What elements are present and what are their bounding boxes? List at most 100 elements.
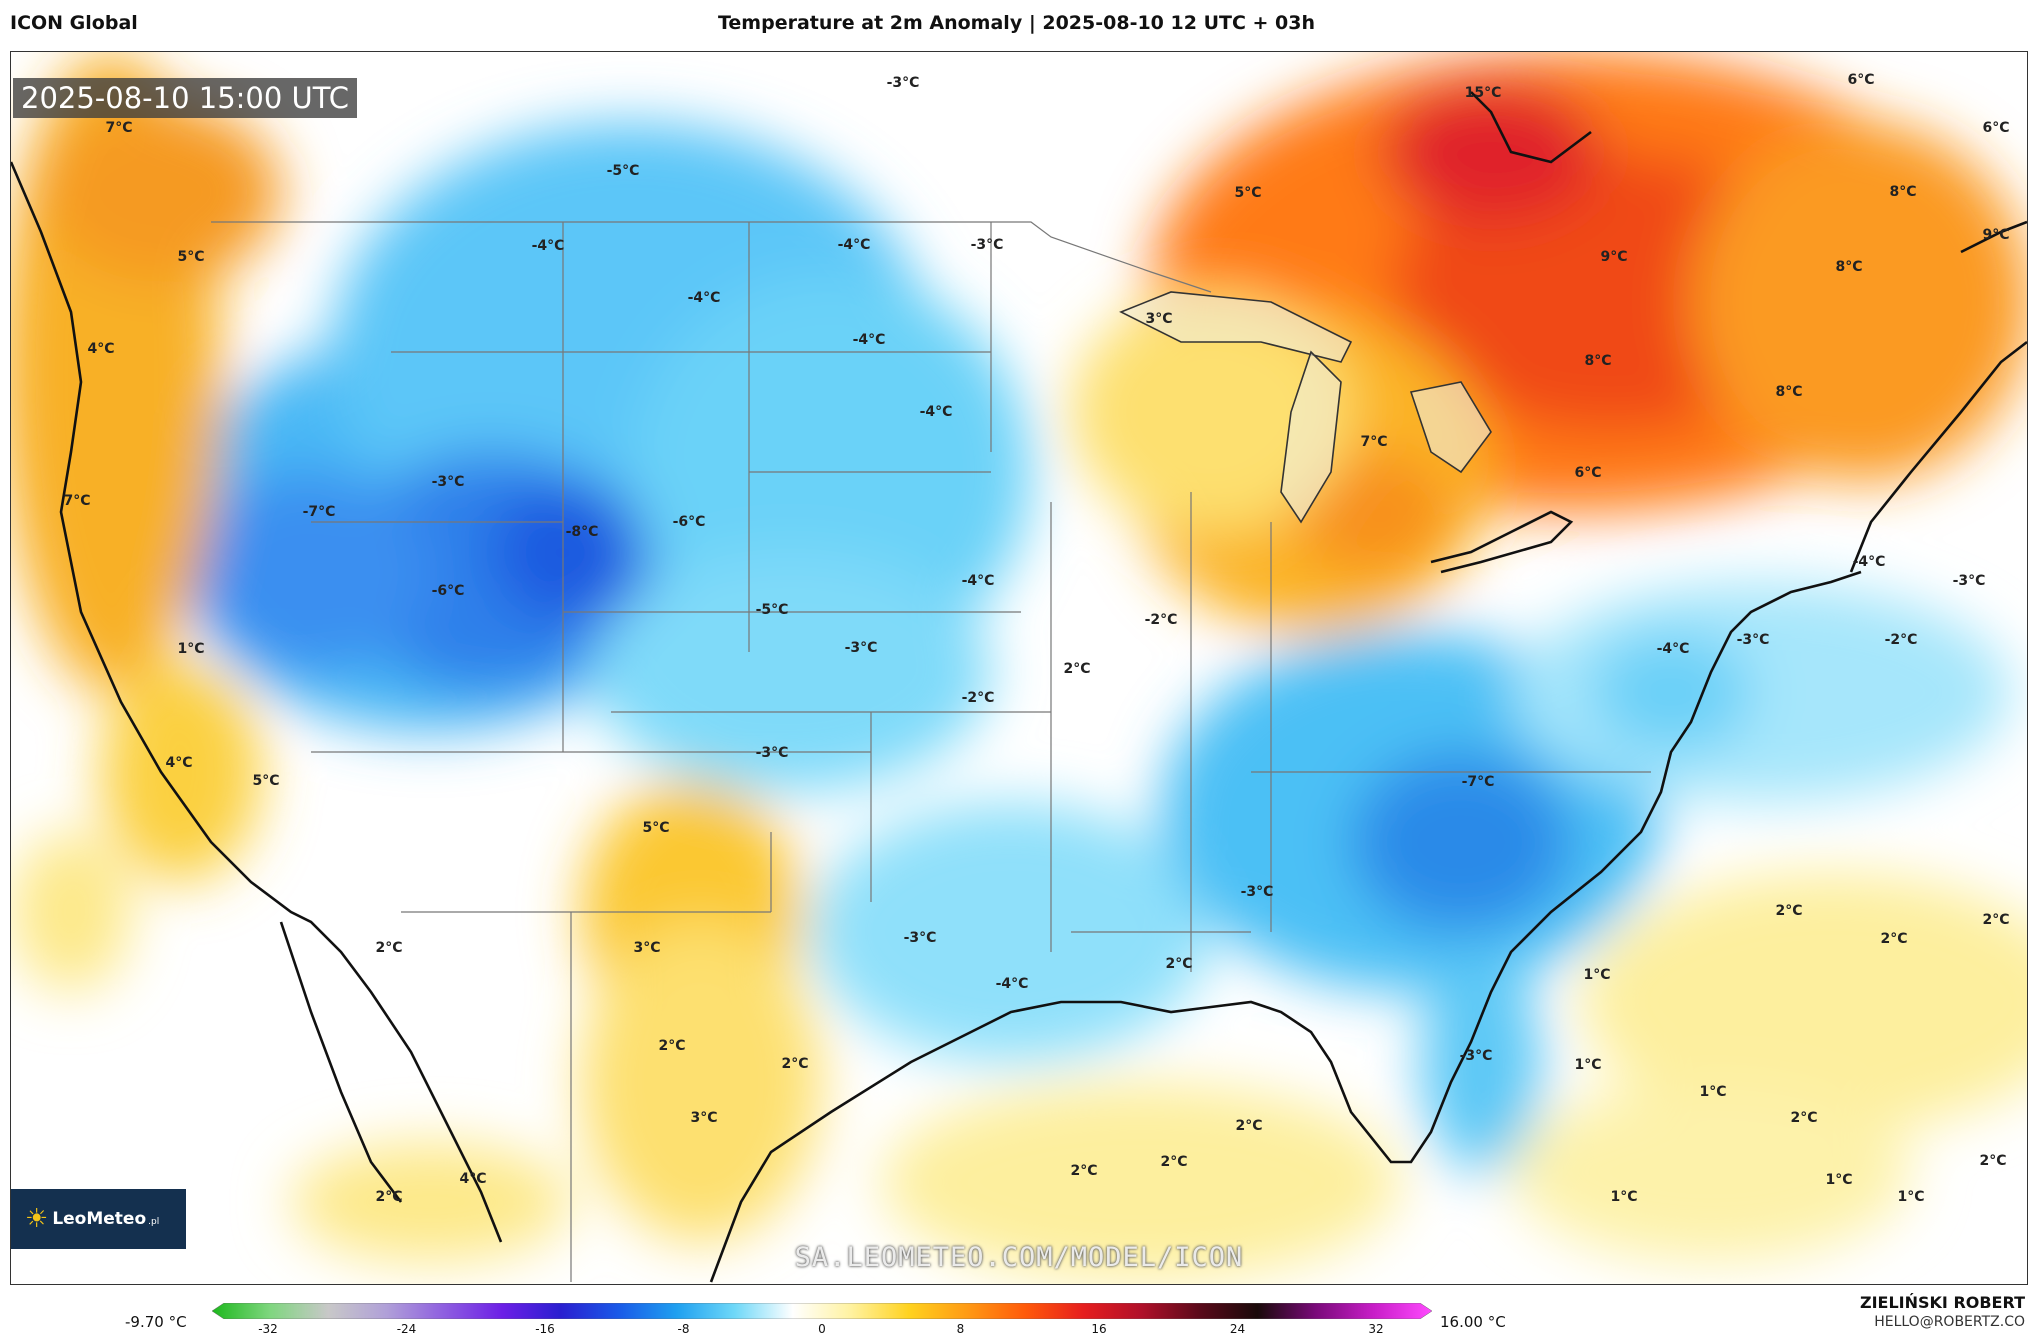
contour-label: -4°C [961, 573, 995, 589]
colorbar-tick: 8 [956, 1322, 965, 1336]
contour-label: 1°C [177, 641, 205, 657]
contour-label: -6°C [672, 514, 706, 530]
contour-label: -3°C [844, 640, 878, 656]
contour-label: 8°C [1775, 384, 1803, 400]
contour-label: 2°C [375, 1189, 403, 1205]
contour-label: 2°C [781, 1056, 809, 1072]
colorbar-gradient [212, 1303, 1432, 1319]
contour-label: -4°C [852, 332, 886, 348]
contour-label: 7°C [1360, 434, 1388, 450]
colorbar-tick: -8 [677, 1322, 690, 1336]
contour-label: 1°C [1897, 1189, 1925, 1205]
watermark-url: SA.LEOMETEO.COM/MODEL/ICON [794, 1242, 1244, 1273]
colorbar-max-label: 16.00 °C [1440, 1313, 1506, 1331]
chart-title: Temperature at 2m Anomaly | 2025-08-10 1… [717, 12, 1316, 34]
contour-label: 4°C [87, 341, 115, 357]
contour-label: 4°C [459, 1171, 487, 1187]
contour-label: -4°C [1852, 554, 1886, 570]
contour-label: 1°C [1610, 1189, 1638, 1205]
contour-label: 2°C [1165, 956, 1193, 972]
contour-label: 2°C [658, 1038, 686, 1054]
contour-label: 1°C [1574, 1057, 1602, 1073]
colorbar-tick: 24 [1229, 1322, 1246, 1336]
contour-label: -3°C [1736, 632, 1770, 648]
contour-label: -2°C [1144, 612, 1178, 628]
contour-label: 1°C [1583, 967, 1611, 983]
contour-label: 5°C [177, 249, 205, 265]
contour-label: -3°C [1952, 573, 1986, 589]
contour-label: -7°C [302, 504, 336, 520]
map-canvas [11, 52, 2027, 1283]
contour-label: -4°C [837, 237, 871, 253]
contour-label: 6°C [1574, 465, 1602, 481]
contour-label: 1°C [1699, 1084, 1727, 1100]
contour-label: 5°C [642, 820, 670, 836]
contour-label: 3°C [690, 1110, 718, 1126]
contour-label: 2°C [1880, 931, 1908, 947]
contour-label: -4°C [687, 290, 721, 306]
anomaly-map[interactable]: 2025-08-10 15:00 UTC 7°C 5°C 4°C 7°C 1°C 4°C 5… [10, 51, 2028, 1285]
colorbar-tick: 0 [818, 1322, 826, 1336]
valid-time-badge: 2025-08-10 15:00 UTC [13, 78, 358, 118]
leometeo-logo[interactable]: ☀ LeoMeteo .pl [11, 1189, 186, 1249]
contour-label: 3°C [633, 940, 661, 956]
great-lakes [1119, 291, 1492, 524]
colorbar-tick: -24 [396, 1322, 417, 1336]
contour-label: 9°C [1600, 249, 1628, 265]
colorbar-tick: -32 [258, 1322, 278, 1336]
contour-label: -3°C [431, 474, 465, 490]
contour-label: 7°C [63, 493, 91, 509]
contour-label: -2°C [1884, 632, 1918, 648]
contour-label: 2°C [375, 940, 403, 956]
colorbar-min-label: -9.70 °C [125, 1313, 187, 1331]
model-name: ICON Global [10, 12, 138, 34]
contour-label: 6°C [1982, 120, 2010, 136]
colorbar [212, 1303, 1432, 1319]
contour-label: -4°C [531, 238, 565, 254]
contour-label: 2°C [1235, 1118, 1263, 1134]
contour-label: -6°C [431, 583, 465, 599]
contour-label: 2°C [1160, 1154, 1188, 1170]
contour-label: 1°C [1825, 1172, 1853, 1188]
contour-label: 2°C [1790, 1110, 1818, 1126]
contour-label: -3°C [903, 930, 937, 946]
contour-label: 2°C [1982, 912, 2010, 928]
logo-suffix: .pl [148, 1217, 160, 1227]
contour-label: -3°C [755, 745, 789, 761]
contour-label: -5°C [755, 602, 789, 618]
contour-label: 6°C [1847, 72, 1875, 88]
contour-label: -4°C [1656, 641, 1690, 657]
contour-label: -3°C [1459, 1048, 1493, 1064]
author-name: ZIELIŃSKI ROBERT [1859, 1293, 2025, 1312]
state-borders [211, 221, 1651, 1282]
contour-label: -4°C [995, 976, 1029, 992]
contour-label: 15°C [1464, 85, 1502, 101]
contour-label: -2°C [961, 690, 995, 706]
contour-label: 2°C [1063, 661, 1091, 677]
contour-label: 8°C [1584, 353, 1612, 369]
contour-label: -3°C [970, 237, 1004, 253]
author-email[interactable]: HELLO@ROBERTZ.CO [1874, 1314, 2025, 1330]
contour-label: 8°C [1889, 184, 1917, 200]
contour-label: 5°C [1234, 185, 1262, 201]
colorbar-tick: -16 [535, 1322, 555, 1336]
contour-label: 4°C [165, 755, 193, 771]
contour-label: -7°C [1461, 774, 1495, 790]
contour-label: 3°C [1145, 311, 1173, 327]
contour-label: 2°C [1775, 903, 1803, 919]
contour-label: -3°C [886, 75, 920, 91]
contour-label: 9°C [1982, 227, 2010, 243]
contour-label: -8°C [565, 524, 599, 540]
contour-label: 8°C [1835, 259, 1863, 275]
sun-icon: ☀ [25, 1204, 49, 1234]
logo-text: LeoMeteo [52, 1209, 147, 1229]
contour-label: -3°C [1240, 884, 1274, 900]
contour-label: 2°C [1070, 1163, 1098, 1179]
contour-label: -4°C [919, 404, 953, 420]
contour-label: -5°C [606, 163, 640, 179]
contour-label: 5°C [252, 773, 280, 789]
contour-label: 7°C [105, 120, 133, 136]
contour-label: 2°C [1979, 1153, 2007, 1169]
colorbar-tick: 16 [1091, 1322, 1107, 1336]
colorbar-tick: 32 [1368, 1322, 1384, 1336]
